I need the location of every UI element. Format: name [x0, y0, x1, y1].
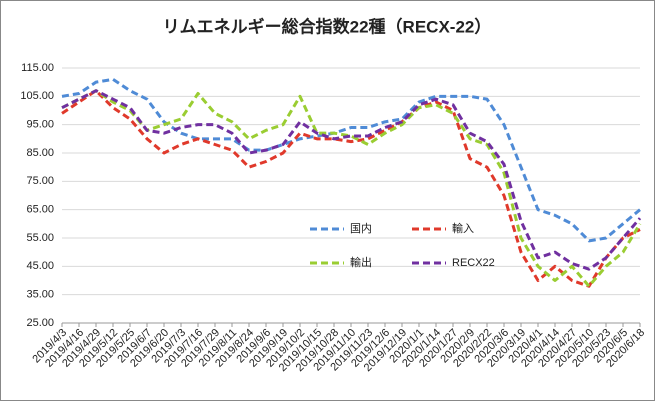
- y-tick-label: 105.00: [20, 90, 54, 102]
- chart-title: リムエネルギー総合指数22種（RECX-22）: [163, 16, 492, 36]
- y-tick-label: 35.00: [26, 289, 54, 301]
- y-tick-label: 65.00: [26, 204, 54, 216]
- y-tick-label: 85.00: [26, 147, 54, 159]
- legend-label: 国内: [350, 221, 372, 235]
- legend-label: 輸出: [350, 255, 372, 269]
- y-tick-label: 95.00: [26, 119, 54, 131]
- legend-label: RECX22: [452, 257, 495, 269]
- line-series: [61, 89, 642, 288]
- line-series: [61, 77, 641, 243]
- y-tick-label: 25.00: [26, 317, 54, 329]
- line-series: [61, 89, 641, 288]
- line-series: [61, 89, 642, 271]
- y-tick-label: 75.00: [26, 175, 54, 187]
- y-tick-label: 115.00: [21, 62, 54, 74]
- legend-label: 輸入: [452, 221, 474, 235]
- y-tick-label: 45.00: [26, 260, 54, 272]
- y-tick-label: 55.00: [26, 232, 54, 244]
